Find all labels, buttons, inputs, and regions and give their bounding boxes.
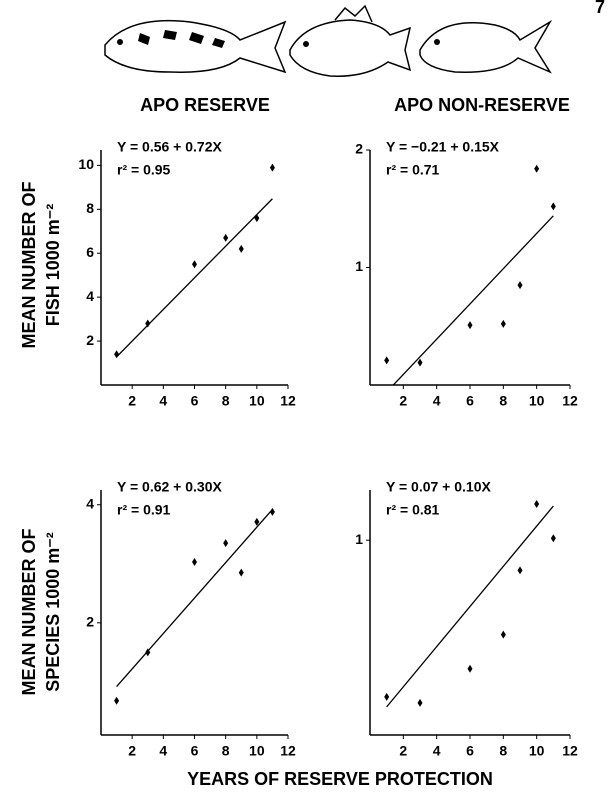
x-tick-label: 2 — [399, 393, 407, 409]
y-tick-label: 1 — [355, 258, 363, 274]
x-tick-label: 4 — [433, 393, 441, 409]
data-point — [192, 260, 197, 268]
chart: 7 APO RESERVE APO NON-RESERVE MEAN NUMBE… — [0, 0, 615, 796]
x-tick-label: 4 — [159, 743, 167, 759]
x-tick-label: 12 — [562, 393, 578, 409]
data-point — [223, 234, 228, 242]
data-point — [468, 321, 473, 329]
page: 7 APO RESERVE APO NON-RESERVE MEAN NUMBE… — [0, 0, 615, 796]
x-tick-label: 12 — [562, 743, 578, 759]
x-tick-label: 2 — [399, 743, 407, 759]
data-point — [468, 665, 473, 673]
x-tick-label: 8 — [499, 393, 507, 409]
y-tick-label: 2 — [355, 141, 363, 157]
x-tick-label: 8 — [222, 743, 230, 759]
equation: Y = 0.62 + 0.30X — [117, 479, 222, 495]
r-squared: r² = 0.91 — [117, 502, 171, 518]
data-point — [192, 558, 197, 566]
y-tick-label: 8 — [86, 200, 94, 216]
x-tick-label: 4 — [433, 743, 441, 759]
regression-line — [387, 506, 554, 707]
data-point — [239, 569, 244, 577]
y-axis-label: MEAN NUMBER OF — [19, 182, 39, 349]
data-point — [223, 539, 228, 547]
y-tick-label: 4 — [86, 288, 94, 304]
column-title: APO RESERVE — [140, 95, 270, 115]
data-point — [239, 245, 244, 253]
data-point — [501, 320, 506, 328]
r-squared: r² = 0.81 — [386, 502, 440, 518]
data-point — [114, 350, 119, 358]
data-point — [418, 699, 423, 707]
x-tick-label: 12 — [280, 393, 296, 409]
data-point — [418, 359, 423, 367]
x-tick-label: 6 — [191, 393, 199, 409]
x-tick-label: 2 — [128, 393, 136, 409]
data-point — [534, 165, 539, 173]
x-tick-label: 6 — [191, 743, 199, 759]
fish-illustrations — [105, 6, 550, 76]
data-point — [384, 693, 389, 701]
r-squared: r² = 0.71 — [386, 162, 440, 178]
x-axis-label: YEARS OF RESERVE PROTECTION — [187, 769, 493, 789]
data-point — [114, 697, 119, 705]
regression-line — [117, 509, 273, 686]
x-tick-label: 8 — [222, 393, 230, 409]
data-point — [534, 500, 539, 508]
data-point — [254, 214, 259, 222]
x-tick-label: 6 — [466, 393, 474, 409]
x-tick-label: 4 — [159, 393, 167, 409]
regression-line — [117, 199, 273, 357]
data-point — [270, 164, 275, 172]
data-point — [518, 566, 523, 574]
x-tick-label: 10 — [249, 393, 265, 409]
data-point — [270, 508, 275, 516]
data-point — [501, 631, 506, 639]
equation: Y = −0.21 + 0.15X — [386, 139, 500, 155]
y-tick-label: 1 — [355, 531, 363, 547]
column-title: APO NON-RESERVE — [394, 95, 570, 115]
equation: Y = 0.56 + 0.72X — [117, 139, 222, 155]
x-tick-label: 10 — [529, 743, 545, 759]
y-tick-label: 2 — [86, 614, 94, 630]
x-tick-label: 12 — [280, 743, 296, 759]
x-tick-label: 10 — [529, 393, 545, 409]
y-tick-label: 2 — [86, 332, 94, 348]
y-axis-label: SPECIES 1000 m⁻² — [43, 532, 63, 692]
y-axis-label: MEAN NUMBER OF — [19, 529, 39, 696]
equation: Y = 0.07 + 0.10X — [386, 479, 491, 495]
r-squared: r² = 0.95 — [117, 162, 171, 178]
x-tick-label: 8 — [499, 743, 507, 759]
y-tick-label: 10 — [78, 156, 94, 172]
page-mark: 7 — [595, 0, 605, 17]
data-point — [551, 202, 556, 210]
data-point — [384, 356, 389, 364]
x-tick-label: 10 — [249, 743, 265, 759]
data-point — [518, 281, 523, 289]
y-tick-label: 6 — [86, 244, 94, 260]
y-axis-label: FISH 1000 m⁻² — [43, 204, 63, 327]
regression-line — [387, 216, 554, 392]
x-tick-label: 2 — [128, 743, 136, 759]
data-point — [551, 534, 556, 542]
x-tick-label: 6 — [466, 743, 474, 759]
y-tick-label: 4 — [86, 495, 94, 511]
